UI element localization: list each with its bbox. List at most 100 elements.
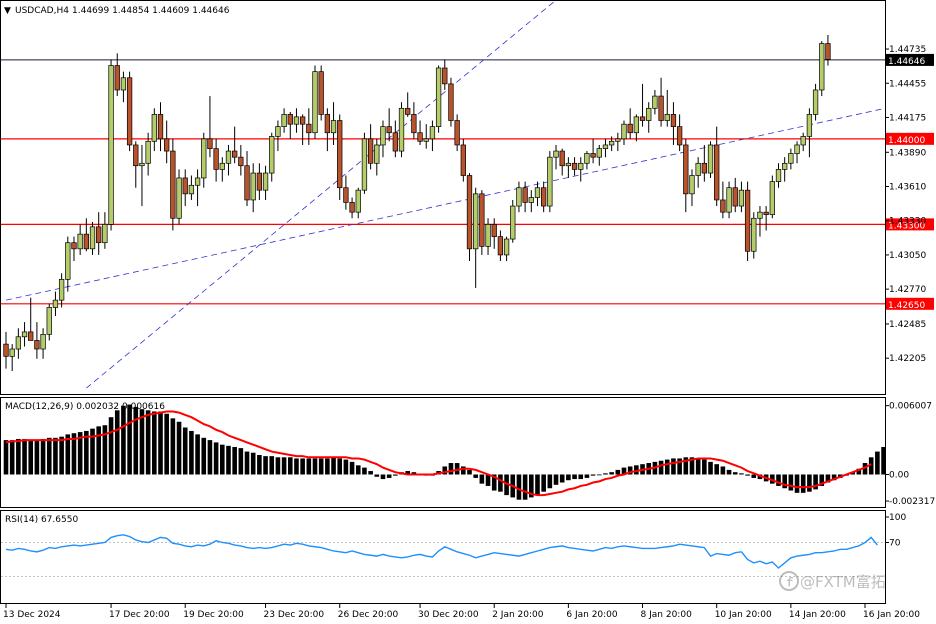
candle-body (516, 187, 522, 207)
candle (769, 175, 775, 219)
macd-bar (331, 457, 336, 475)
candle-body (596, 148, 602, 158)
macd-bar (108, 417, 114, 475)
candle (726, 181, 732, 219)
candle (633, 114, 640, 142)
macd-panel-frame (0, 397, 886, 508)
candle-body (534, 187, 541, 198)
candle (318, 65, 324, 121)
macd-bar (306, 458, 312, 475)
candle-body (28, 331, 34, 341)
time-axis-label: 14 Jan 20:00 (789, 610, 846, 620)
candle (232, 126, 238, 164)
candle (170, 138, 176, 231)
candle-body (207, 138, 213, 149)
svg-text:ｆ: ｆ (784, 576, 795, 589)
macd-bar (541, 474, 546, 492)
rsi-axis-label: 70 (889, 539, 901, 549)
macd-bar (850, 472, 855, 475)
macd-bar (553, 474, 559, 485)
price-axis-label: 1.43610 (889, 183, 926, 193)
macd-bar (40, 438, 46, 475)
candle-body (46, 307, 52, 335)
candle-body (670, 114, 677, 127)
candle (256, 163, 263, 200)
candle-body (34, 340, 40, 350)
macd-bar (139, 409, 145, 475)
macd-bar (170, 418, 176, 475)
candle (602, 138, 609, 158)
candle-body (293, 116, 300, 125)
candle-body (590, 153, 596, 158)
macd-bar (868, 457, 874, 475)
trendline[interactable] (86, 0, 605, 389)
macd-bar (232, 446, 237, 475)
candle (244, 151, 250, 207)
price-axis-label: 1.42205 (889, 354, 926, 364)
macd-bar (411, 472, 417, 475)
candle (102, 212, 108, 249)
macd-bar (152, 411, 157, 475)
candle (652, 89, 658, 115)
current-price-label: 1.44646 (888, 57, 925, 67)
candle-body (720, 199, 726, 213)
candle (52, 291, 59, 317)
candle (485, 218, 491, 255)
macd-bar (800, 474, 806, 493)
candle (269, 132, 275, 182)
candle (794, 141, 800, 164)
macd-bar (176, 421, 182, 475)
candle-body (386, 126, 392, 134)
candle-body (763, 211, 769, 215)
time-axis-label: 13 Dec 2024 (3, 610, 61, 620)
candle-body (683, 144, 689, 195)
candle (812, 83, 819, 121)
macd-bar (695, 458, 701, 475)
candle (306, 108, 312, 145)
candle (71, 236, 77, 262)
macd-bar (127, 404, 132, 475)
candle-body (806, 114, 813, 137)
candle (89, 221, 96, 255)
candle-body (182, 177, 188, 195)
candle (596, 144, 602, 166)
candle-body (343, 187, 349, 203)
candle-body (102, 224, 108, 244)
macd-label: MACD(12,26,9) 0.002032 0.000616 (5, 402, 165, 412)
symbol-dropdown-icon[interactable]: ▼ (4, 6, 11, 16)
macd-bar (664, 459, 670, 475)
candle-body (491, 224, 497, 237)
time-axis-label: 23 Dec 20:00 (264, 610, 325, 620)
time-axis-label: 2 Jan 20:00 (492, 610, 544, 620)
macd-bar (226, 445, 231, 475)
macd-signal-line (5, 410, 872, 497)
level-price-tag (886, 218, 934, 231)
candle (646, 102, 652, 133)
candle-body (479, 193, 485, 247)
price-axis-label: 1.44455 (889, 79, 926, 89)
candle-body (757, 211, 763, 219)
macd-bar (875, 451, 880, 475)
candle (355, 187, 361, 219)
candle-body (96, 226, 102, 244)
macd-bar (294, 458, 299, 475)
candle-body (497, 236, 504, 256)
candle-body (52, 299, 59, 308)
candle-body (658, 95, 664, 121)
candle (157, 102, 164, 152)
candle (58, 273, 65, 308)
macd-bar (102, 425, 108, 475)
candle-body (355, 189, 361, 213)
macd-bar (318, 458, 324, 475)
candle (120, 71, 127, 103)
candle (763, 206, 769, 231)
macd-bar (479, 474, 485, 484)
macd-axis-label: 0.006007 (889, 402, 932, 412)
candle-body (732, 187, 738, 207)
macd-bar (825, 474, 831, 483)
candle-body (460, 144, 466, 176)
macd-bar (362, 467, 367, 475)
macd-bar (794, 474, 800, 493)
